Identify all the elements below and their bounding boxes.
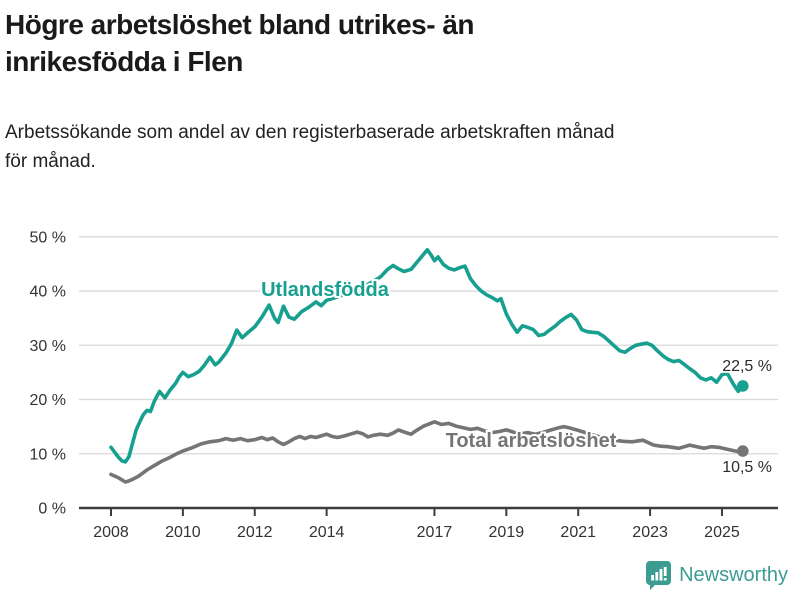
x-axis-label: 2025 — [704, 524, 740, 541]
series-end-dot — [737, 380, 749, 392]
series-line — [109, 420, 745, 484]
x-axis-label: 2010 — [165, 524, 201, 541]
y-axis-label: 10 % — [30, 446, 66, 463]
x-axis-label: 2012 — [237, 524, 273, 541]
series-line — [109, 248, 745, 464]
y-axis-label: 20 % — [30, 392, 66, 409]
x-axis-label: 2017 — [417, 524, 453, 541]
y-axis-label: 50 % — [30, 229, 66, 246]
newsworthy-logo-icon — [646, 561, 672, 590]
title-line-1: Högre arbetslöshet bland utrikes- än — [5, 9, 475, 40]
x-axis-label: 2021 — [560, 524, 596, 541]
subtitle-line-2: för månad. — [5, 151, 96, 172]
page-title: Högre arbetslöshet bland utrikes- än inr… — [5, 6, 745, 80]
series-end-dot — [737, 445, 749, 457]
subtitle-line-1: Arbetssökande som andel av den registerb… — [5, 122, 615, 143]
series-value-label: 22,5 % — [722, 358, 772, 375]
y-axis-label: 30 % — [30, 338, 66, 355]
series-value-label: 10,5 % — [722, 459, 772, 476]
title-line-2: inrikesfödda i Flen — [5, 46, 243, 77]
series-label: Total arbetslöshet — [446, 430, 617, 452]
x-axis-label: 2008 — [93, 524, 129, 541]
y-axis-label: 40 % — [30, 284, 66, 301]
x-axis-label: 2019 — [489, 524, 525, 541]
x-axis-label: 2023 — [632, 524, 668, 541]
series-label: Utlandsfödda — [261, 279, 390, 301]
x-axis-label: 2014 — [309, 524, 345, 541]
y-axis-label: 0 % — [38, 501, 66, 518]
brand-footer: Newsworthy — [645, 561, 788, 590]
brand-name: Newsworthy — [679, 563, 788, 586]
chart-subtitle: Arbetssökande som andel av den registerb… — [5, 118, 765, 176]
